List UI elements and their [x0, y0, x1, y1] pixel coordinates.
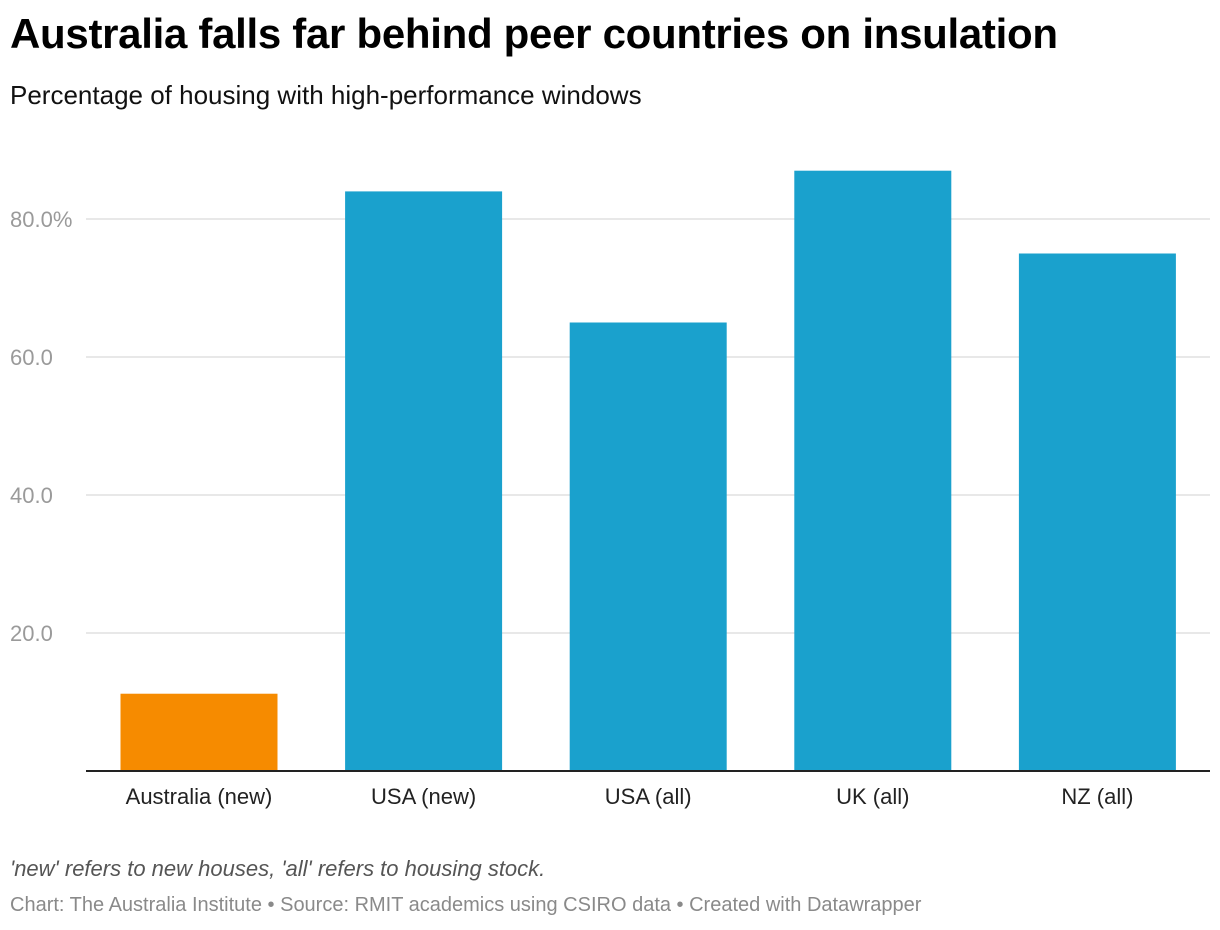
y-tick-label: 80.0% — [10, 207, 72, 232]
bars — [120, 170, 1176, 771]
bar-chart: 20.0 40.0 60.0 80.0% Australia (new) USA (ne… — [10, 170, 1210, 809]
y-tick-label: 60.0 — [10, 345, 53, 370]
x-category-label: UK (all) — [836, 784, 909, 809]
y-tick-label: 40.0 — [10, 483, 53, 508]
bar-australia-new — [120, 693, 278, 771]
bar-nz-all — [1018, 253, 1176, 771]
x-category-label: USA (new) — [371, 784, 476, 809]
x-category-label: NZ (all) — [1061, 784, 1133, 809]
y-tick-label: 20.0 — [10, 621, 53, 646]
chart-credits: Chart: The Australia Institute • Source:… — [10, 894, 922, 916]
category-labels: Australia (new) USA (new) USA (all) UK (all… — [126, 784, 1134, 809]
bar-uk-all — [794, 170, 952, 771]
bar-usa-all — [569, 322, 727, 771]
chart-note: 'new' refers to new houses, 'all' refers… — [10, 856, 546, 881]
chart-subtitle: Percentage of housing with high-performa… — [10, 80, 642, 110]
chart-title: Australia falls far behind peer countrie… — [10, 10, 1058, 57]
x-category-label: USA (all) — [605, 784, 692, 809]
bar-usa-new — [345, 191, 503, 771]
x-category-label: Australia (new) — [126, 784, 273, 809]
